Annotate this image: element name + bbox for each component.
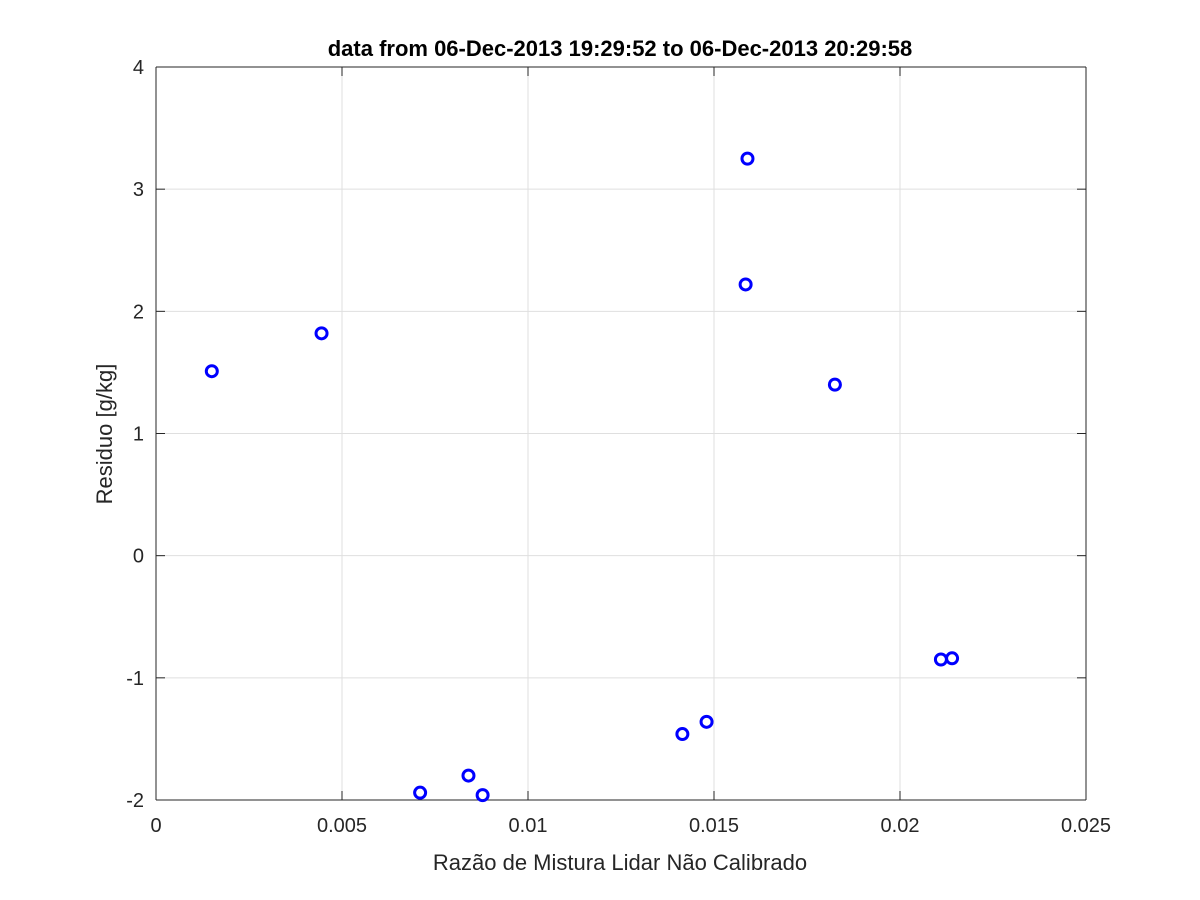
- data-point: [461, 768, 476, 783]
- data-point: [738, 277, 753, 292]
- data-point: [945, 651, 960, 666]
- x-axis-label: Razão de Mistura Lidar Não Calibrado: [433, 850, 807, 875]
- data-points: [204, 151, 960, 803]
- data-point: [675, 727, 690, 742]
- data-point: [314, 326, 329, 341]
- y-tick-label: -1: [126, 668, 144, 690]
- data-point: [413, 785, 428, 800]
- x-tick-label: 0.025: [1061, 815, 1111, 837]
- data-point: [475, 788, 490, 803]
- data-point: [204, 364, 219, 379]
- x-tick-label: 0.02: [881, 815, 920, 837]
- grid: [155, 66, 1087, 801]
- y-tick-label: 3: [133, 179, 144, 201]
- y-axis-label: Residuo [g/kg]: [92, 364, 117, 505]
- ticks: 0 0.005 0.01 0.015 0.02 0.025 -2 -1 0 1 2 3 4: [126, 57, 1111, 837]
- y-tick-label: 2: [133, 301, 144, 323]
- data-point: [933, 652, 948, 667]
- y-tick-label: 1: [133, 424, 144, 446]
- y-tick-label: 0: [133, 546, 144, 568]
- x-tick-label: 0.01: [509, 815, 548, 837]
- data-point: [827, 377, 842, 392]
- y-tick-label: 4: [133, 57, 144, 79]
- x-tick-label: 0.005: [317, 815, 367, 837]
- x-tick-label: 0.015: [689, 815, 739, 837]
- data-point: [740, 151, 755, 166]
- data-point: [699, 714, 714, 729]
- chart-title: data from 06-Dec-2013 19:29:52 to 06-Dec…: [328, 36, 913, 61]
- x-tick-label: 0: [150, 815, 161, 837]
- y-tick-label: -2: [126, 790, 144, 812]
